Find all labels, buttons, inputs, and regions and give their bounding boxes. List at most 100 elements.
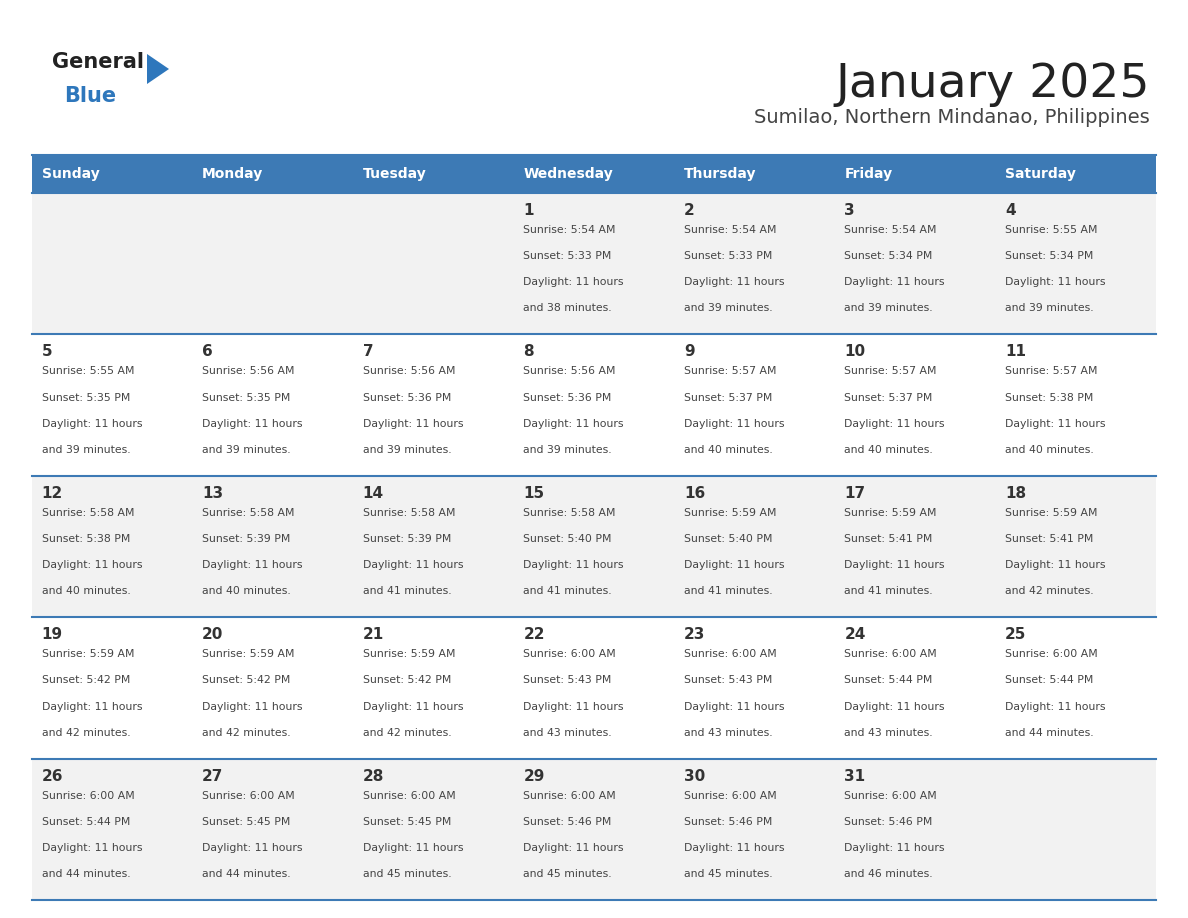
Text: 12: 12 [42,486,63,501]
Text: Sunset: 5:46 PM: Sunset: 5:46 PM [524,817,612,827]
Text: Sunset: 5:37 PM: Sunset: 5:37 PM [845,393,933,403]
Text: 29: 29 [524,768,545,784]
Bar [353,155,513,193]
Text: Sunset: 5:40 PM: Sunset: 5:40 PM [684,534,772,544]
Text: Sunrise: 5:58 AM: Sunrise: 5:58 AM [362,508,455,518]
Text: and 39 minutes.: and 39 minutes. [42,445,131,455]
Text: Sumilao, Northern Mindanao, Philippines: Sumilao, Northern Mindanao, Philippines [754,108,1150,127]
Text: 16: 16 [684,486,706,501]
Text: and 40 minutes.: and 40 minutes. [1005,445,1094,455]
Text: Sunset: 5:43 PM: Sunset: 5:43 PM [684,676,772,686]
Text: 1: 1 [524,203,533,218]
Text: Daylight: 11 hours: Daylight: 11 hours [42,419,143,429]
Text: 30: 30 [684,768,706,784]
Text: Daylight: 11 hours: Daylight: 11 hours [845,560,944,570]
Text: and 39 minutes.: and 39 minutes. [524,445,612,455]
Text: Daylight: 11 hours: Daylight: 11 hours [1005,701,1106,711]
Text: Sunrise: 6:00 AM: Sunrise: 6:00 AM [42,790,134,800]
Text: Daylight: 11 hours: Daylight: 11 hours [42,701,143,711]
Text: 14: 14 [362,486,384,501]
Text: and 42 minutes.: and 42 minutes. [1005,587,1094,597]
Text: Sunset: 5:34 PM: Sunset: 5:34 PM [845,252,933,261]
Bar [192,155,353,193]
Text: and 39 minutes.: and 39 minutes. [202,445,291,455]
Text: Sunrise: 5:54 AM: Sunrise: 5:54 AM [524,225,615,235]
Text: and 45 minutes.: and 45 minutes. [684,869,772,879]
Text: and 40 minutes.: and 40 minutes. [684,445,772,455]
Text: and 39 minutes.: and 39 minutes. [684,304,772,313]
Text: Sunrise: 5:54 AM: Sunrise: 5:54 AM [845,225,937,235]
Text: and 43 minutes.: and 43 minutes. [684,728,772,738]
Text: Daylight: 11 hours: Daylight: 11 hours [524,843,624,853]
Text: and 42 minutes.: and 42 minutes. [202,728,291,738]
Bar [32,476,1156,617]
Text: Sunrise: 5:57 AM: Sunrise: 5:57 AM [684,366,777,376]
Text: 27: 27 [202,768,223,784]
Text: Monday: Monday [202,167,264,181]
Text: Sunrise: 5:54 AM: Sunrise: 5:54 AM [684,225,777,235]
Text: 24: 24 [845,627,866,643]
Text: Sunrise: 5:55 AM: Sunrise: 5:55 AM [1005,225,1098,235]
Text: Daylight: 11 hours: Daylight: 11 hours [524,277,624,287]
Text: Sunrise: 6:00 AM: Sunrise: 6:00 AM [845,649,937,659]
Text: and 41 minutes.: and 41 minutes. [362,587,451,597]
Text: and 41 minutes.: and 41 minutes. [684,587,772,597]
Text: and 39 minutes.: and 39 minutes. [1005,304,1094,313]
Text: 22: 22 [524,627,545,643]
Bar [32,193,1156,334]
Text: Daylight: 11 hours: Daylight: 11 hours [845,277,944,287]
Text: Sunrise: 5:58 AM: Sunrise: 5:58 AM [202,508,295,518]
Text: Sunrise: 5:57 AM: Sunrise: 5:57 AM [845,366,937,376]
Polygon shape [147,54,169,84]
Text: Daylight: 11 hours: Daylight: 11 hours [202,701,303,711]
Text: Sunrise: 5:56 AM: Sunrise: 5:56 AM [362,366,455,376]
Text: Sunset: 5:45 PM: Sunset: 5:45 PM [362,817,451,827]
Text: Daylight: 11 hours: Daylight: 11 hours [42,843,143,853]
Text: 26: 26 [42,768,63,784]
Text: and 40 minutes.: and 40 minutes. [845,445,934,455]
Text: Sunset: 5:45 PM: Sunset: 5:45 PM [202,817,291,827]
Text: and 40 minutes.: and 40 minutes. [202,587,291,597]
Text: Daylight: 11 hours: Daylight: 11 hours [202,560,303,570]
Text: Sunrise: 5:59 AM: Sunrise: 5:59 AM [42,649,134,659]
Text: Daylight: 11 hours: Daylight: 11 hours [524,701,624,711]
Text: Daylight: 11 hours: Daylight: 11 hours [202,419,303,429]
Text: Thursday: Thursday [684,167,757,181]
Text: Daylight: 11 hours: Daylight: 11 hours [684,277,784,287]
Text: Daylight: 11 hours: Daylight: 11 hours [362,419,463,429]
Text: Sunset: 5:44 PM: Sunset: 5:44 PM [1005,676,1093,686]
Text: Sunset: 5:35 PM: Sunset: 5:35 PM [42,393,129,403]
Text: Sunset: 5:43 PM: Sunset: 5:43 PM [524,676,612,686]
Text: Sunset: 5:39 PM: Sunset: 5:39 PM [362,534,451,544]
Text: 11: 11 [1005,344,1026,360]
Bar [996,155,1156,193]
Text: Sunset: 5:36 PM: Sunset: 5:36 PM [524,393,612,403]
Text: Daylight: 11 hours: Daylight: 11 hours [362,560,463,570]
Text: 23: 23 [684,627,706,643]
Text: Sunrise: 6:00 AM: Sunrise: 6:00 AM [684,790,777,800]
Text: 6: 6 [202,344,213,360]
Text: and 44 minutes.: and 44 minutes. [202,869,291,879]
Text: Sunset: 5:41 PM: Sunset: 5:41 PM [845,534,933,544]
Text: Daylight: 11 hours: Daylight: 11 hours [684,560,784,570]
Text: and 39 minutes.: and 39 minutes. [362,445,451,455]
Text: Saturday: Saturday [1005,167,1076,181]
Text: Sunset: 5:37 PM: Sunset: 5:37 PM [684,393,772,403]
Text: Friday: Friday [845,167,892,181]
Text: Daylight: 11 hours: Daylight: 11 hours [1005,560,1106,570]
Text: Daylight: 11 hours: Daylight: 11 hours [42,560,143,570]
Text: Sunset: 5:42 PM: Sunset: 5:42 PM [202,676,291,686]
Text: Sunday: Sunday [42,167,100,181]
Text: Sunrise: 5:58 AM: Sunrise: 5:58 AM [42,508,134,518]
Text: 5: 5 [42,344,52,360]
Text: Daylight: 11 hours: Daylight: 11 hours [524,419,624,429]
Text: Sunset: 5:38 PM: Sunset: 5:38 PM [1005,393,1093,403]
Text: Daylight: 11 hours: Daylight: 11 hours [845,701,944,711]
Text: 2: 2 [684,203,695,218]
Text: Tuesday: Tuesday [362,167,426,181]
Text: Sunset: 5:35 PM: Sunset: 5:35 PM [202,393,291,403]
Text: and 41 minutes.: and 41 minutes. [524,587,612,597]
Text: Daylight: 11 hours: Daylight: 11 hours [362,701,463,711]
Text: 9: 9 [684,344,695,360]
Text: Sunrise: 5:59 AM: Sunrise: 5:59 AM [362,649,455,659]
